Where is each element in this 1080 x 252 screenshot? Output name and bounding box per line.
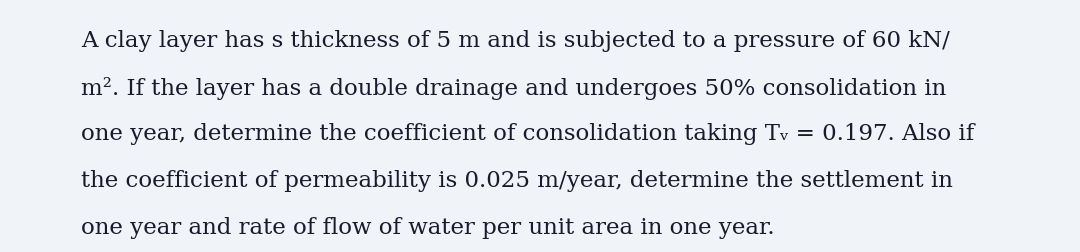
Text: one year and rate of flow of water per unit area in one year.: one year and rate of flow of water per u…: [81, 217, 774, 239]
Text: the coefficient of permeability is 0.025 m/year, determine the settlement in: the coefficient of permeability is 0.025…: [81, 170, 953, 192]
Text: m². If the layer has a double drainage and undergoes 50% consolidation in: m². If the layer has a double drainage a…: [81, 77, 946, 100]
Text: one year, determine the coefficient of consolidation taking Tᵥ = 0.197. Also if: one year, determine the coefficient of c…: [81, 123, 974, 145]
Text: A clay layer has s thickness of 5 m and is subjected to a pressure of 60 kN/: A clay layer has s thickness of 5 m and …: [81, 30, 950, 52]
